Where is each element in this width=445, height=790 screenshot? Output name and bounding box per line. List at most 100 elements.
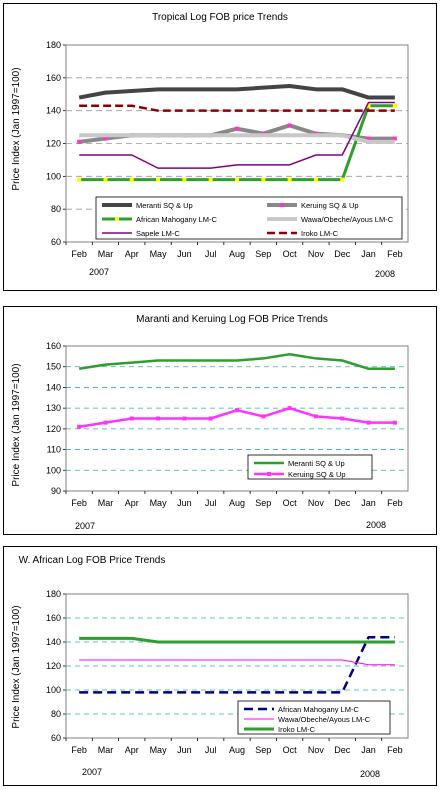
- x-tick-label: Jan: [361, 249, 376, 259]
- legend-label-keruing-sq-up: Keruing SQ & Up: [288, 470, 346, 479]
- legend-label-african-mahogany-lm-c: African Mahogany LM-C: [136, 215, 217, 224]
- legend-marker-keruing-sq-up: [280, 203, 284, 207]
- x-tick-label: Feb: [387, 745, 403, 755]
- data-point-keruing-sq-up: [77, 139, 82, 144]
- x-tick-label: Aug: [229, 745, 245, 755]
- x-tick-label: Jun: [177, 498, 192, 508]
- y-tick-label: 180: [46, 40, 61, 50]
- x-tick-label: Sep: [255, 498, 271, 508]
- x-tick-label: Dec: [334, 745, 351, 755]
- legend-label-iroko-lm-c: Iroko LM-C: [278, 725, 316, 734]
- series-line-meranti-sq-up: [78, 84, 395, 100]
- data-point-keruing-sq-up: [313, 414, 318, 419]
- year-label-end: 2008: [366, 520, 386, 530]
- x-tick-label: Mar: [98, 745, 114, 755]
- y-tick-label: 100: [46, 685, 61, 695]
- data-point-african-mahogany-lm-c: [366, 103, 371, 108]
- data-point-african-mahogany-lm-c: [340, 177, 345, 182]
- data-point-keruing-sq-up: [392, 420, 397, 425]
- chart-tropical-log-fob: Tropical Log FOB price Trends Price Inde…: [11, 12, 409, 279]
- series-line-meranti-sq-up: [78, 353, 395, 371]
- x-tick-label: Jun: [177, 249, 192, 259]
- y-tick-label: 180: [46, 589, 61, 599]
- chart-panel-meranti-keruing: Maranti and Keruing Log FOB Price Trends…: [3, 306, 437, 535]
- year-label-start: 2007: [75, 521, 95, 531]
- y-tick-label: 60: [51, 733, 61, 743]
- x-tick-label: Aug: [229, 498, 245, 508]
- plot-border: [65, 345, 409, 492]
- data-point-keruing-sq-up: [129, 416, 134, 421]
- chart-west-african-log-fob: W. African Log FOB Price Trends Price In…: [11, 555, 409, 779]
- x-tick-label: May: [150, 249, 168, 259]
- x-tick-label: Sep: [255, 745, 271, 755]
- y-tick-label: 140: [46, 106, 61, 116]
- year-label-start: 2007: [89, 267, 109, 277]
- data-point-keruing-sq-up: [235, 408, 239, 413]
- y-axis-label: Price Index (Jan 1997=100): [11, 363, 22, 486]
- data-point-keruing-sq-up: [103, 420, 108, 425]
- x-tick-label: Jan: [361, 745, 376, 755]
- data-point-keruing-sq-up: [287, 123, 292, 128]
- chart-meranti-keruing-log-fob: Maranti and Keruing Log FOB Price Trends…: [11, 314, 409, 531]
- y-tick-label: 80: [51, 709, 61, 719]
- legend-marker-african-mahogany-lm-c: [115, 217, 119, 221]
- x-tick-label: Dec: [334, 249, 351, 259]
- data-point-african-mahogany-lm-c: [156, 177, 161, 182]
- chart-title: W. African Log FOB Price Trends: [19, 555, 166, 566]
- y-tick-label: 160: [46, 341, 61, 351]
- legend-label-african-mahogany-lm-c: African Mahogany LM-C: [278, 705, 359, 714]
- year-label-start: 2007: [82, 767, 102, 777]
- series-line-wawa-obeche-ayous-lm-c: [79, 659, 395, 666]
- series-line-sapele-lm-c: [79, 101, 395, 169]
- y-tick-label: 160: [46, 73, 61, 83]
- chart-panel-west-african: W. African Log FOB Price Trends Price In…: [3, 546, 437, 786]
- data-point-african-mahogany-lm-c: [287, 177, 292, 182]
- data-point-african-mahogany-lm-c: [261, 177, 266, 182]
- x-tick-label: Mar: [98, 249, 114, 259]
- x-tick-label: Nov: [308, 249, 325, 259]
- y-tick-label: 120: [46, 661, 61, 671]
- x-tick-label: Oct: [283, 498, 298, 508]
- year-label-end: 2008: [360, 769, 380, 779]
- data-point-african-mahogany-lm-c: [103, 177, 108, 182]
- legend-label-wawa-obeche-ayous-lm-c: Wawa/Obeche/Ayous LM-C: [301, 215, 394, 224]
- x-tick-label: Jul: [205, 745, 217, 755]
- y-tick-label: 160: [46, 613, 61, 623]
- chart-panel-tropical: Tropical Log FOB price Trends Price Inde…: [3, 3, 437, 291]
- legend-label-meranti-sq-up: Meranti SQ & Up: [288, 459, 345, 468]
- series-line-iroko-lm-c: [79, 636, 395, 644]
- y-tick-label: 80: [51, 204, 61, 214]
- y-tick-label: 130: [46, 403, 61, 413]
- data-point-african-mahogany-lm-c: [77, 177, 82, 182]
- x-tick-label: Sep: [255, 249, 271, 259]
- plot-border: [65, 44, 409, 243]
- data-point-keruing-sq-up: [208, 416, 213, 421]
- legend-label-keruing-sq-up: Keruing SQ & Up: [301, 201, 359, 210]
- x-tick-label: Feb: [71, 745, 87, 755]
- x-tick-label: Oct: [283, 249, 298, 259]
- data-point-keruing-sq-up: [182, 416, 187, 421]
- y-tick-label: 110: [47, 445, 61, 455]
- y-tick-label: 120: [46, 424, 61, 434]
- series-line-iroko-lm-c: [79, 104, 395, 112]
- data-point-african-mahogany-lm-c: [182, 177, 187, 182]
- data-point-african-mahogany-lm-c: [313, 177, 318, 182]
- data-point-keruing-sq-up: [235, 126, 239, 131]
- legend-label-meranti-sq-up: Meranti SQ & Up: [136, 201, 193, 210]
- x-tick-label: Apr: [125, 498, 139, 508]
- plot-border: [65, 593, 409, 739]
- x-tick-label: Jul: [205, 498, 217, 508]
- data-point-keruing-sq-up: [340, 416, 345, 421]
- y-tick-label: 140: [46, 637, 61, 647]
- data-point-keruing-sq-up: [366, 420, 371, 425]
- x-tick-label: Aug: [229, 249, 245, 259]
- y-tick-label: 100: [46, 171, 61, 181]
- data-point-keruing-sq-up: [156, 416, 161, 421]
- data-point-african-mahogany-lm-c: [235, 177, 239, 182]
- chart-title: Maranti and Keruing Log FOB Price Trends: [136, 314, 328, 325]
- data-point-african-mahogany-lm-c: [129, 177, 134, 182]
- data-point-keruing-sq-up: [287, 406, 292, 411]
- year-label-end: 2008: [375, 269, 395, 279]
- x-tick-label: May: [150, 745, 168, 755]
- series-line-wawa-obeche-ayous-lm-c: [79, 133, 395, 144]
